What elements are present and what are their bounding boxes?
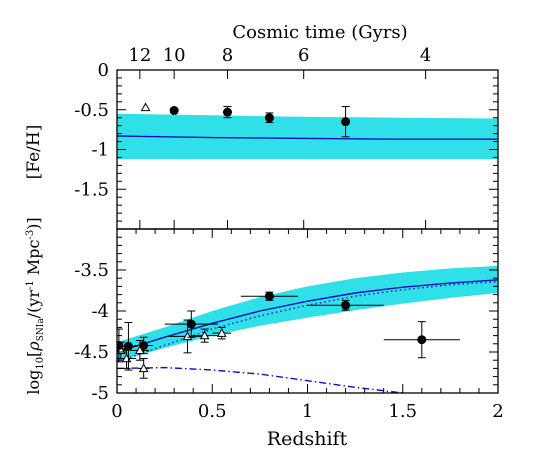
bottom-model-line [117, 279, 498, 353]
ylabel-rho: ρ [24, 341, 43, 352]
x-tick-label: 0 [111, 401, 122, 422]
cosmic-time-tick-label: 8 [222, 45, 233, 66]
ylabel-mpc: Mpc [24, 240, 43, 281]
bottom-y-tick-label: -3.5 [74, 260, 109, 281]
bottom-y-tick-label: -4 [91, 301, 109, 322]
top-y-tick-label: -1 [91, 140, 109, 161]
ylabel-sup2: -3 [25, 230, 36, 240]
bottom-y-tick-label: -5 [91, 383, 109, 404]
cosmic-time-tick-label: 10 [163, 45, 186, 66]
x-tick-label: 1 [302, 401, 313, 422]
ylabel-log-sub: 10 [35, 357, 46, 370]
cosmic-time-tick-label: 6 [298, 45, 309, 66]
ylabel-log: log [24, 370, 43, 395]
top-y-tick-label: 0 [98, 60, 109, 81]
bottom-y-tick-label: -4.5 [74, 342, 109, 363]
bottom-data-point-0 [117, 340, 124, 350]
top-panel-plot [117, 102, 498, 159]
ylabel-rho-sub: SNIa [36, 318, 46, 342]
top-y-tick-label: -1.5 [74, 179, 109, 200]
bottom-triangle-point-5 [199, 330, 210, 340]
ylabel-sup1: -1 [25, 280, 36, 290]
tick-labels: 12 10 8 6 40-0.5-1-1.5-3.5-4-4.5-50 0.5 1 1.5 2 [74, 45, 503, 422]
top-data-point-2 [264, 113, 274, 123]
top-data-point-0 [169, 106, 179, 116]
bottom-data-point-4 [264, 291, 274, 301]
x-tick-label: 0.5 [198, 401, 227, 422]
bottom-triangle-point-6 [216, 328, 227, 337]
bottom-data-point-2 [139, 340, 149, 350]
ylabel-mid: /(yr [24, 290, 43, 319]
bottom-data-point-1 [123, 341, 133, 351]
top-data-point-3 [341, 117, 351, 127]
bottom-model-dashdot-line [117, 366, 403, 393]
ylabel-close: )] [24, 217, 43, 229]
bottom-panel-frame [116, 228, 499, 394]
bottom-uncertainty-band [117, 265, 498, 362]
bottom-data-point-6 [417, 335, 427, 345]
top-y-tick-label: -0.5 [74, 100, 109, 121]
top-panel-ylabel: [Fe/H] [24, 125, 44, 180]
bottom-data-point-5 [341, 300, 351, 310]
ylabel-open: [ [24, 351, 43, 357]
top-uncertainty-band [117, 113, 498, 159]
x-tick-label: 1.5 [388, 401, 417, 422]
bottom-triangle-point-3 [138, 363, 149, 373]
cosmic-time-tick-label: 4 [420, 45, 431, 66]
top-triangle-point-0 [140, 102, 151, 112]
bottom-panel-ylabel: log10[ρSNIa/(yr-1 Mpc-3)] [24, 217, 46, 394]
bottom-triangle-point-4 [182, 331, 193, 341]
bottom-data-point-3 [186, 319, 196, 329]
x-axis-label: Redshift [267, 428, 348, 450]
top-data-point-1 [222, 107, 232, 117]
bottom-panel-plot [117, 265, 498, 393]
cosmic-time-tick-label: 12 [128, 45, 151, 66]
x-tick-label: 2 [492, 401, 503, 422]
top-model-line [117, 135, 498, 140]
top-axis-title: Cosmic time (Gyrs) [232, 22, 407, 43]
